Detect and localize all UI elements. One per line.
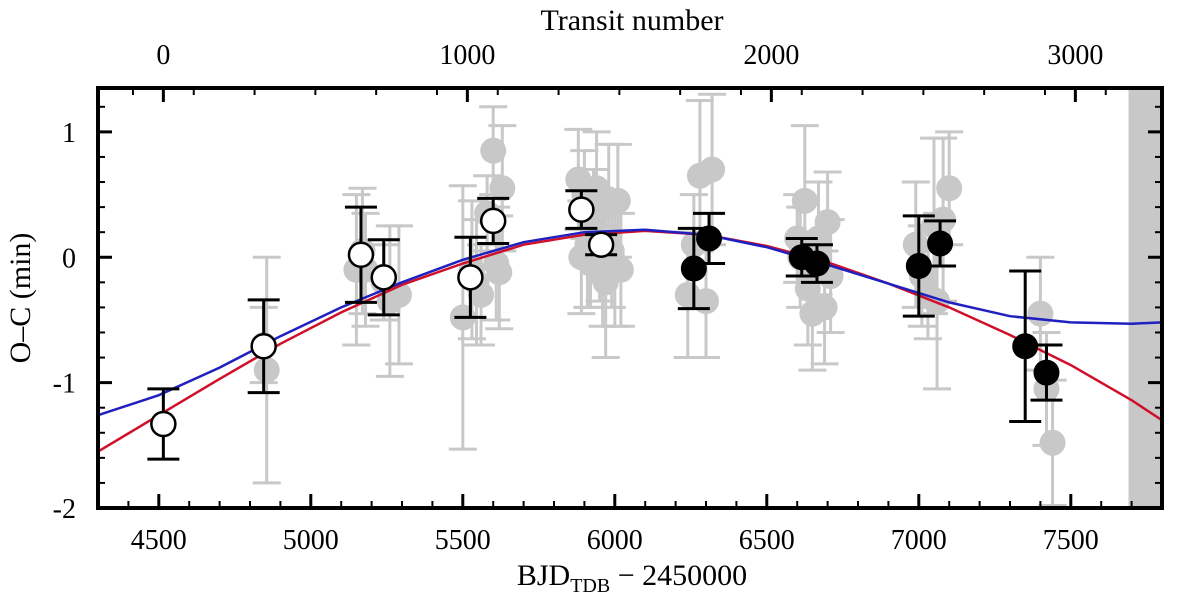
x-axis-title-main: BJD	[517, 559, 570, 592]
x-tick-label: 6000	[587, 525, 643, 556]
y-axis-title: O–C (min)	[4, 233, 37, 364]
x-tick-label: 6500	[739, 525, 795, 556]
x2-axis-title: Transit number	[540, 4, 723, 37]
grey-point	[1039, 429, 1066, 456]
grey-point	[936, 175, 963, 202]
grey-point	[604, 187, 631, 214]
filled-point	[696, 225, 723, 252]
open-point	[568, 196, 595, 223]
y-tick-label: 0	[62, 243, 76, 274]
filled-point	[803, 250, 830, 277]
x-axis-title: BJDTDB − 2450000	[517, 559, 747, 596]
x-tick-label: 7500	[1043, 525, 1099, 556]
x-tick-label: 5000	[283, 525, 339, 556]
y-tick-label: -1	[53, 369, 76, 400]
x-tick-label: 7000	[891, 525, 947, 556]
open-point	[250, 333, 277, 360]
x-tick-label: 4500	[131, 525, 187, 556]
grey-point	[791, 187, 818, 214]
filled-point	[905, 253, 932, 280]
filled-point	[680, 255, 707, 282]
grey-point	[1027, 300, 1054, 327]
open-point	[370, 264, 398, 291]
x2-tick-label: 0	[156, 40, 170, 71]
shaded-region	[1128, 88, 1162, 508]
model-curve-blue	[98, 228, 1162, 417]
x2-tick-label: 2000	[743, 40, 799, 71]
filled-point	[1033, 359, 1060, 386]
grey-point	[924, 288, 951, 315]
grey-point	[902, 231, 929, 258]
y-tick-label: -2	[53, 494, 76, 525]
x-tick-label: 5500	[435, 525, 491, 556]
x2-tick-label: 1000	[439, 40, 495, 71]
grey-point	[583, 175, 610, 202]
grey-point	[607, 256, 634, 283]
x-axis-title-rest: − 2450000	[610, 559, 747, 592]
open-point	[457, 264, 484, 291]
grey-point	[253, 357, 280, 384]
x2-tick-label: 3000	[1047, 40, 1103, 71]
open-point	[587, 231, 615, 258]
grey-point	[811, 294, 838, 321]
grey-point	[480, 137, 507, 164]
grey-point	[693, 288, 719, 315]
grey-point	[814, 209, 841, 236]
grey-point	[486, 259, 513, 286]
open-point	[479, 207, 507, 235]
y-tick-label: 1	[62, 118, 76, 149]
grey-point	[699, 156, 726, 183]
grey-point	[489, 175, 516, 202]
x-axis-title-sub: TDB	[570, 575, 610, 596]
filled-point	[1012, 333, 1039, 360]
plot-frame	[96, 86, 1164, 510]
open-point	[150, 410, 177, 438]
filled-point	[927, 230, 954, 257]
open-point	[347, 241, 375, 268]
